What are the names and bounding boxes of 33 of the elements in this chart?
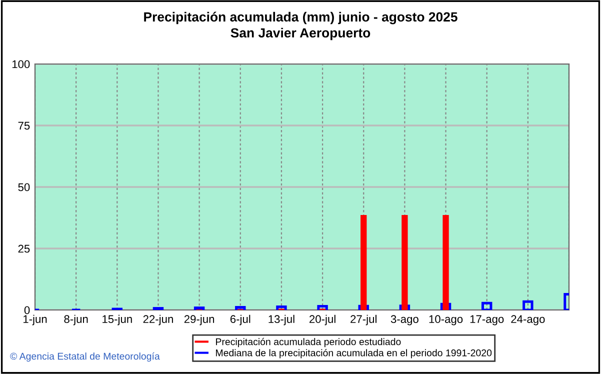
x-tick-label: 10-ago [429,315,463,326]
y-tick-label: 50 [18,183,30,192]
bar [481,302,492,310]
bar [276,306,287,310]
bar [442,215,449,310]
x-tick-label: 1-jun [23,314,47,326]
chart-title: Precipitación acumulada (mm) junio - agosto 2025 [144,12,458,24]
bar [152,307,164,310]
bar [194,306,205,310]
x-tick-label: 8-jun [64,314,88,326]
bar [317,305,328,310]
x-tick-label: 29-jun [184,314,214,326]
x-tick-label: 15-jun [102,314,132,326]
bar [522,300,534,310]
x-tick-label: 24-ago [511,315,545,326]
chart-subtitle: San Javier Aeropuerto [230,28,370,40]
legend-label: Precipitación acumulada periodo estudiado [216,338,401,348]
bar [360,215,367,310]
y-tick-label: 25 [18,244,30,253]
y-tick-label: 100 [12,60,30,68]
x-tick-label: 20-jul [310,314,336,326]
y-tick-label: 0 [24,306,30,314]
x-tick-label: 22-jun [143,314,173,326]
bar [235,306,246,310]
legend-label: Mediana de la precipitación acumulada en el periodo 1991-2020 [216,349,492,358]
text: © Agencia Estatal de Meteorología [10,352,160,362]
x-tick-label: 13-jul [268,314,294,326]
x-tick-label: 6-jul [230,314,250,326]
x-tick-label: 3-ago [390,315,418,326]
bar [402,215,408,310]
x-tick-label: 17-ago [470,315,504,326]
x-tick-label: 27-jul [350,314,376,326]
y-tick-label: 75 [18,122,30,130]
